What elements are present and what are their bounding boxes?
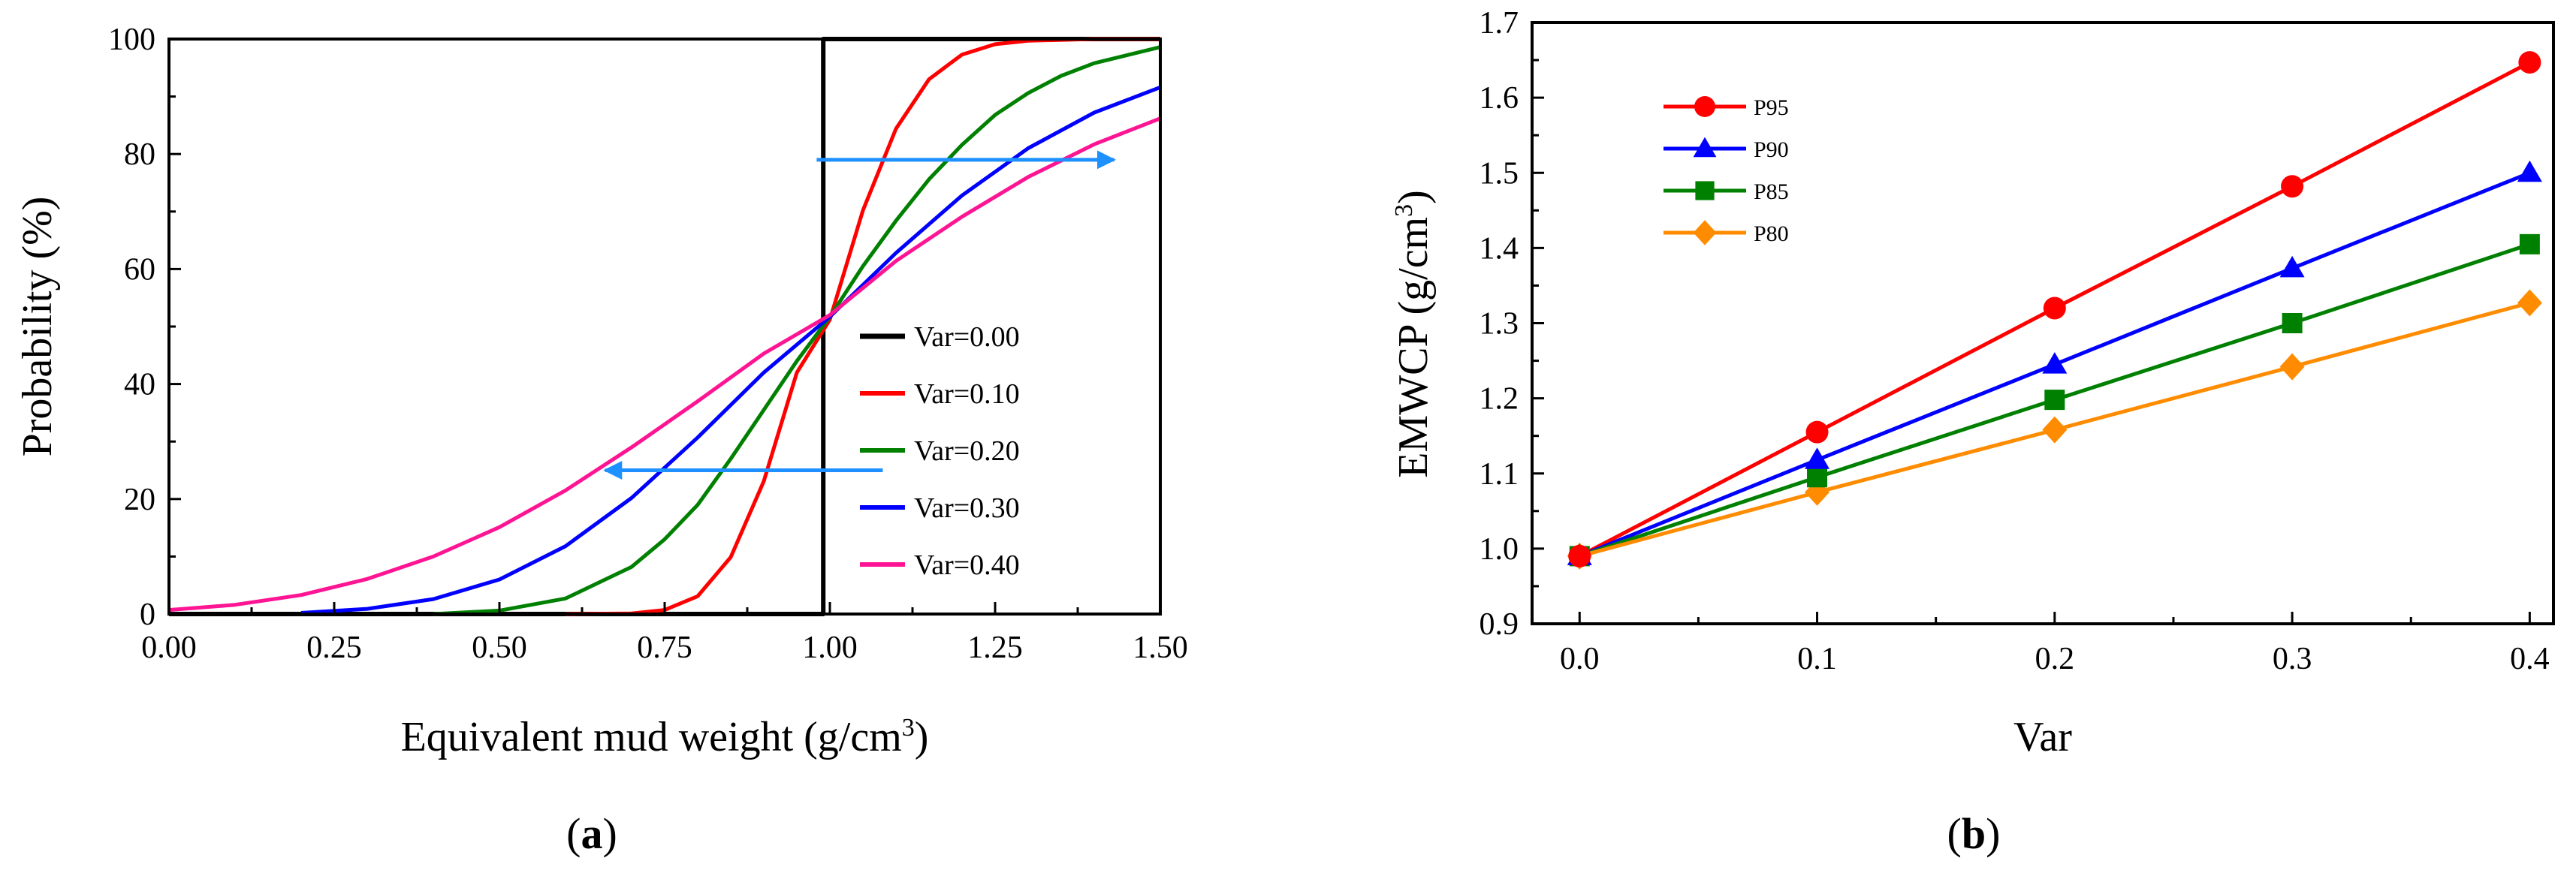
x-tick-label: 1.25 <box>967 631 1023 665</box>
x-tick-label: 0.3 <box>2273 642 2312 676</box>
data-point-p85 <box>2044 390 2065 411</box>
y-tick-label: 1.6 <box>1480 81 1519 116</box>
y-tick-label: 80 <box>124 137 155 172</box>
legend-label-var-0-20: Var=0.20 <box>914 435 1020 467</box>
data-point-p95 <box>1568 544 1591 567</box>
legend-label-p80: P80 <box>1754 221 1789 246</box>
x-tick-label: 0.25 <box>306 631 362 665</box>
legend-label-p90: P90 <box>1754 137 1789 162</box>
series-line-var-0-30 <box>300 85 1161 615</box>
x-tick-label: 0.0 <box>1560 642 1600 676</box>
y-tick-label: 100 <box>108 23 155 57</box>
data-point-p85 <box>1807 467 1828 488</box>
legend-label-var-0-10: Var=0.10 <box>914 378 1020 410</box>
legend-marker-p85 <box>1695 181 1715 200</box>
data-point-p80 <box>2517 289 2542 317</box>
legend-marker-p90 <box>1693 137 1717 158</box>
y-tick-label: 1.1 <box>1480 457 1519 492</box>
x-tick-label: 0.1 <box>1797 642 1837 676</box>
plot-a-xlabel: Equivalent mud weight (g/cm3) <box>401 714 929 760</box>
legend-label-p95: P95 <box>1754 95 1789 120</box>
x-tick-label: 1.00 <box>802 631 858 665</box>
data-point-p90 <box>2517 160 2542 182</box>
x-tick-label: 0.2 <box>2035 642 2075 676</box>
series-line-var-0-10 <box>565 37 1160 616</box>
y-tick-label: 0 <box>140 598 155 632</box>
data-point-p90 <box>1805 447 1830 469</box>
legend-marker-p80 <box>1693 220 1717 245</box>
legend-marker-p95 <box>1694 96 1715 117</box>
series-line-var-0-20 <box>433 45 1161 616</box>
y-tick-label: 1.7 <box>1480 6 1519 41</box>
panel-b: 0.0 0.1 0.2 0.3 0.4 0.9 1.0 1.1 1.2 1.3 1.4 1.5 1.6 1… <box>1390 6 2555 858</box>
y-tick-label: 60 <box>124 252 155 287</box>
plot-a-legend: Var=0.00 Var=0.10 Var=0.20 Var=0.30 Var=0.40 <box>860 321 1020 581</box>
y-tick-label: 40 <box>124 368 155 402</box>
y-tick-label: 0.9 <box>1480 607 1519 642</box>
plot-b-ylabel: EMWCP (g/cm3) <box>1390 190 1437 478</box>
legend-label-p85: P85 <box>1754 179 1789 204</box>
y-tick-label: 1.0 <box>1480 532 1519 567</box>
data-point-p85 <box>2519 233 2540 254</box>
plot-a-ticks: 0.00 0.25 0.50 0.75 1.00 1.25 1.50 0 20 40 60 80 100 <box>108 23 1188 665</box>
legend-label-var-0-40: Var=0.40 <box>914 549 1020 581</box>
data-point-p80 <box>2042 416 2068 444</box>
plot-b-area <box>1567 51 2542 570</box>
panel-b-label: (b) <box>1947 809 2001 858</box>
data-point-p80 <box>2279 353 2305 381</box>
data-point-p85 <box>2282 313 2303 333</box>
panel-a: 0.00 0.25 0.50 0.75 1.00 1.25 1.50 0 20 40 60 80 100… <box>14 23 1188 858</box>
x-tick-label: 0.00 <box>141 631 197 665</box>
data-point-p95 <box>1805 420 1829 444</box>
data-point-p95 <box>2281 175 2304 198</box>
data-point-p95 <box>2043 297 2066 320</box>
x-tick-label: 0.4 <box>2510 642 2550 676</box>
panel-a-label: (a) <box>566 809 617 858</box>
plot-b-ticks: 0.0 0.1 0.2 0.3 0.4 0.9 1.0 1.1 1.2 1.3 1.4 1.5 1.6 1… <box>1480 6 2550 676</box>
y-tick-label: 1.3 <box>1480 307 1519 342</box>
x-tick-label: 0.50 <box>472 631 527 665</box>
data-point-p95 <box>2518 51 2541 74</box>
y-tick-label: 1.2 <box>1480 382 1519 417</box>
y-tick-label: 20 <box>124 483 155 517</box>
x-tick-label: 0.75 <box>637 631 692 665</box>
plot-b-legend: P95 P90 P85 P80 <box>1664 95 1789 246</box>
plot-a-ylabel: Probability (%) <box>14 197 61 457</box>
plot-b-frame <box>1531 21 2555 625</box>
plot-b-xlabel: Var <box>2013 714 2072 760</box>
data-point-p90 <box>2279 255 2305 278</box>
data-point-p90 <box>2042 352 2068 374</box>
series-line-var-0-40 <box>168 116 1161 613</box>
legend-label-var-0-30: Var=0.30 <box>914 492 1020 524</box>
x-tick-label: 1.50 <box>1133 631 1188 665</box>
y-tick-label: 1.4 <box>1480 231 1519 266</box>
y-tick-label: 1.5 <box>1480 156 1519 191</box>
legend-label-var-0-00: Var=0.00 <box>914 321 1020 353</box>
